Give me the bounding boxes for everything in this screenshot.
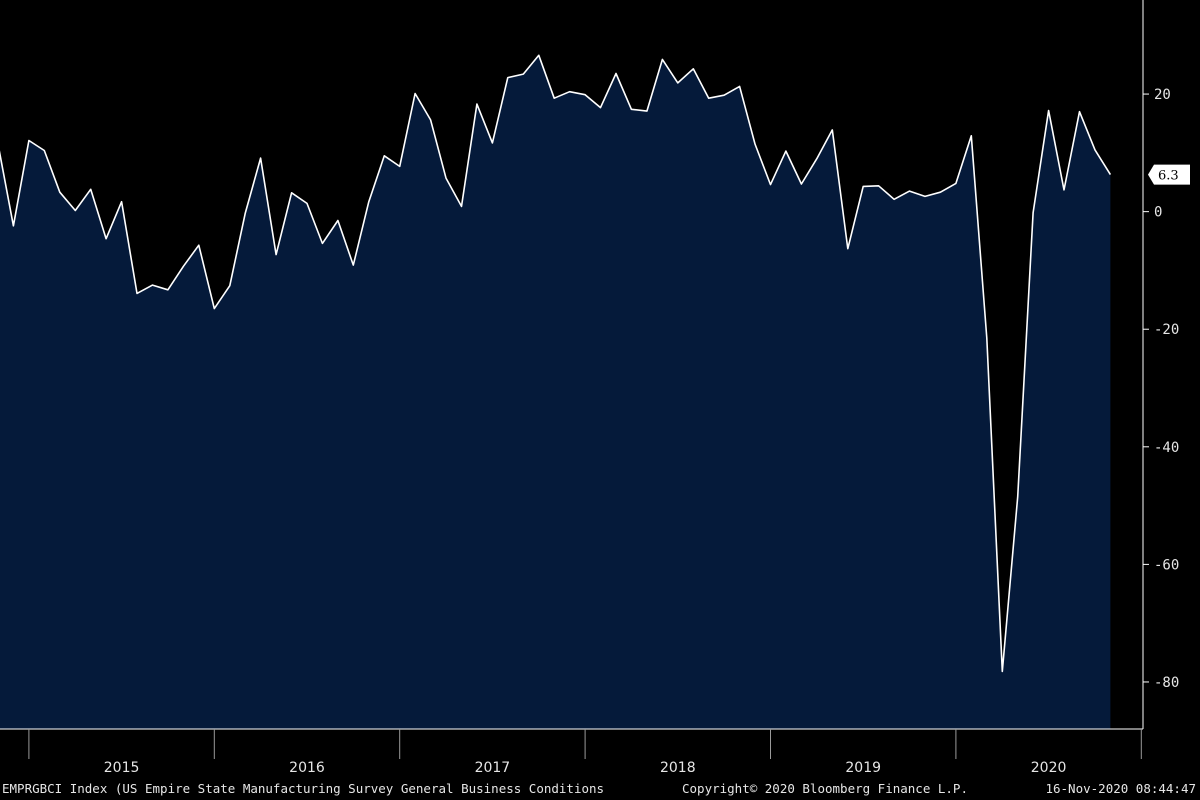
y-tick-label: 0	[1154, 205, 1162, 221]
plot-area	[0, 54, 1112, 729]
y-tick-label: -20	[1154, 322, 1179, 338]
x-axis-ticks: 2015 2016 2017 2018 2019 2020	[28, 729, 1142, 776]
y-tick-label: -40	[1154, 440, 1179, 456]
y-tick-label: -60	[1154, 557, 1179, 573]
x-tick-label: 2015	[104, 760, 140, 776]
x-tick-label: 2019	[845, 760, 881, 776]
last-value-label: 6.3	[1158, 169, 1179, 184]
x-tick-label: 2017	[475, 760, 511, 776]
series-line	[0, 54, 1112, 673]
y-tick-label: 20	[1154, 87, 1171, 103]
x-tick-label: 2018	[660, 760, 696, 776]
y-tick-label: -80	[1154, 675, 1179, 691]
y-axis-ticks: 20 0 -20 -40 -60 -80	[1143, 87, 1179, 691]
axes	[0, 0, 1144, 730]
last-value-marker: 6.3	[1148, 164, 1190, 185]
x-tick-label: 2020	[1031, 760, 1067, 776]
footer-copyright: Copyright© 2020 Bloomberg Finance L.P.	[682, 781, 968, 796]
area-fill	[0, 55, 1111, 729]
x-tick-label: 2016	[289, 760, 325, 776]
last-value-tag	[1148, 164, 1190, 185]
chart-svg: 20 0 -20 -40 -60 -80 2015 2016 2017 2018 2019 2020…	[0, 0, 1190, 776]
footer-timestamp: 16-Nov-2020 08:44:47	[1045, 781, 1196, 796]
footer-security-description: EMPRGBCI Index (US Empire State Manufact…	[2, 781, 605, 796]
